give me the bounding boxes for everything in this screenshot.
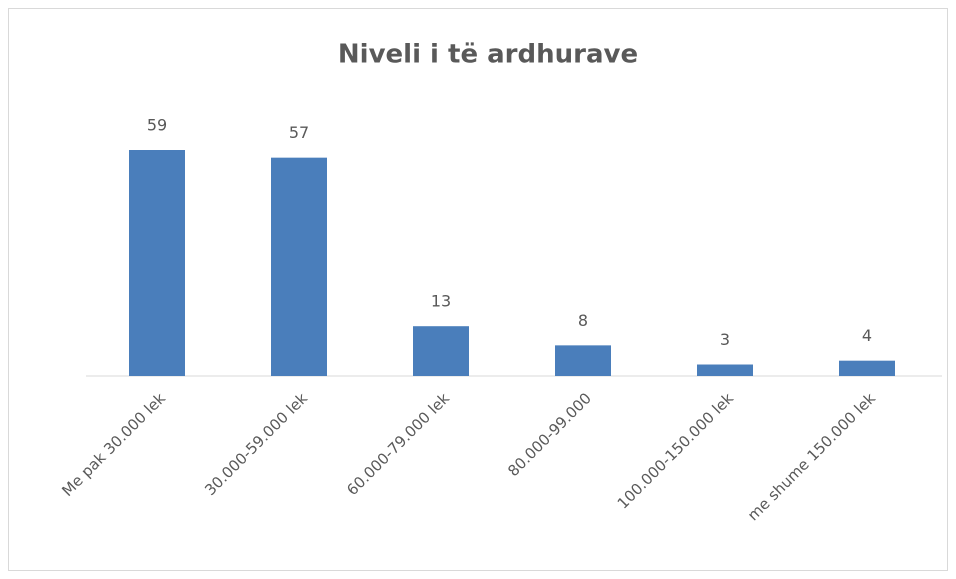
data-label: 3 xyxy=(720,330,730,349)
data-label: 13 xyxy=(431,292,451,311)
data-label: 8 xyxy=(578,311,588,330)
bar xyxy=(555,345,611,376)
data-label: 57 xyxy=(289,123,309,142)
bar xyxy=(413,326,469,376)
bar xyxy=(129,150,185,376)
bar xyxy=(839,360,895,376)
data-label: 59 xyxy=(147,116,167,135)
data-label: 4 xyxy=(862,326,872,345)
bar xyxy=(271,157,327,376)
chart-title: Niveli i të ardhurave xyxy=(338,40,638,70)
bar xyxy=(697,364,753,376)
